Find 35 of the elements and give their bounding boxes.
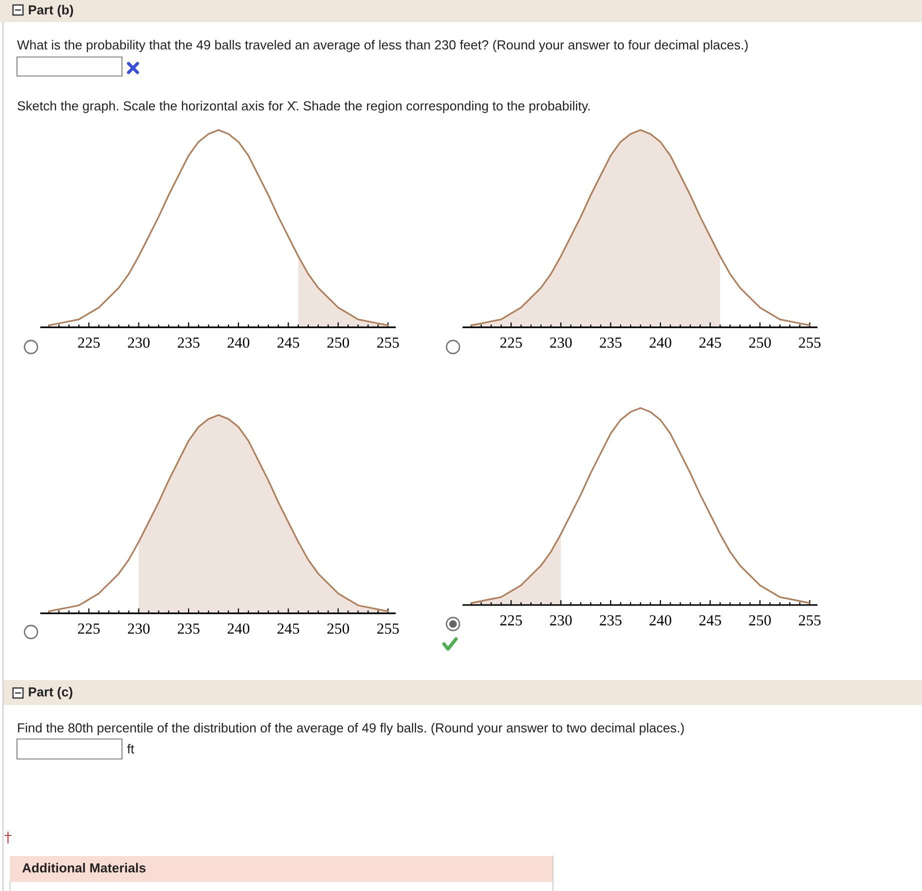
x-tick-label: 240 xyxy=(228,623,250,634)
x-tick-label: 235 xyxy=(600,338,622,348)
x-tick-label: 240 xyxy=(650,337,672,348)
x-tick-label: 255 xyxy=(377,624,399,634)
text: Additional Materials xyxy=(22,862,146,873)
x-tick-label: 250 xyxy=(749,615,771,626)
x-tick-label: 255 xyxy=(798,338,821,348)
x-tick-label: 250 xyxy=(327,337,350,348)
x-tick-label: 255 xyxy=(377,338,399,348)
x-tick-label: 225 xyxy=(78,624,100,634)
x-tick-label: 255 xyxy=(798,615,821,626)
x-tick-label: 235 xyxy=(178,338,200,348)
x-tick-label: 250 xyxy=(327,623,350,634)
x-tick-label: 235 xyxy=(178,624,200,634)
x-tick-label: 245 xyxy=(278,624,300,634)
x-tick-label: 230 xyxy=(128,623,150,634)
text: What is the probability that the 49 balls traveled an average of less than 230 feet? (Round your answer to four decimal places.) xyxy=(17,40,748,52)
text: Part (b) xyxy=(28,4,74,18)
text: Find the 80th percentile of the distribution of the average of 49 fly balls. (Round your answer to two decimal places.) xyxy=(18,722,684,736)
x-tick-label: 245 xyxy=(278,338,300,348)
x-tick-label: 230 xyxy=(550,337,572,348)
text: ft xyxy=(127,744,134,754)
text: Sketch the graph. Scale the horizontal axis for X̄. Shade the region corresponding to the probability. xyxy=(18,100,590,114)
x-tick-label: 225 xyxy=(500,338,522,348)
x-tick-label: 235 xyxy=(600,615,622,626)
x-tick-label: 225 xyxy=(78,338,100,348)
x-tick-label: 240 xyxy=(650,615,672,626)
x-tick-label: 240 xyxy=(228,337,250,348)
text: Part (c) xyxy=(28,686,72,700)
x-tick-label: 250 xyxy=(749,337,771,348)
x-tick-label: 230 xyxy=(550,615,572,626)
x-tick-label: 230 xyxy=(128,337,150,348)
x-tick-label: 245 xyxy=(699,338,722,348)
x-tick-label: 225 xyxy=(500,615,522,626)
x-tick-label: 245 xyxy=(699,615,722,626)
